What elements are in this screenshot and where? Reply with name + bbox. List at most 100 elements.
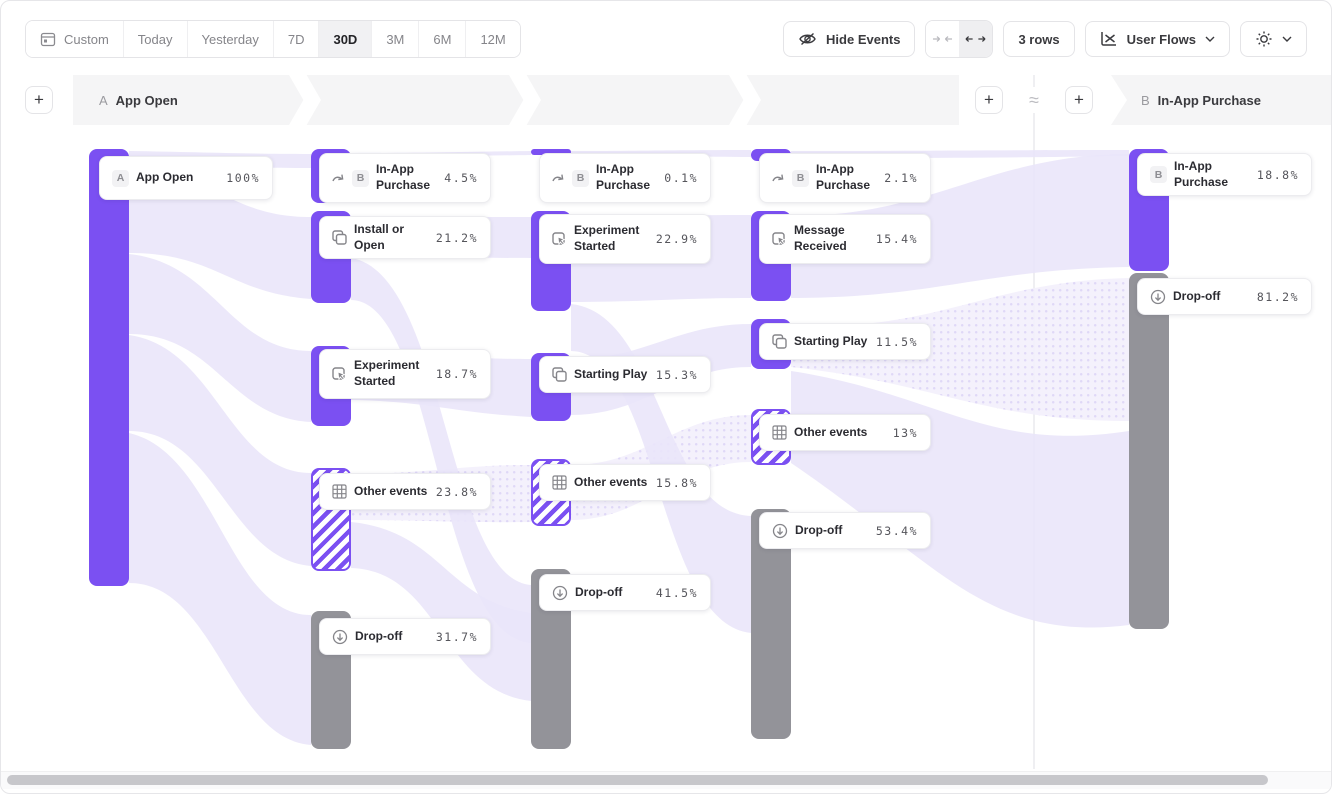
- node-label: In-App Purchase: [1174, 159, 1229, 189]
- drop-off-icon: [552, 585, 568, 601]
- start-event-label: A App Open: [99, 75, 178, 125]
- flow-node-in-app-purchase[interactable]: B In-App Purchase 4.5%: [319, 153, 491, 203]
- flow-node-app-open[interactable]: A App Open 100%: [99, 156, 273, 200]
- flow-bar-in-app-purchase[interactable]: [531, 149, 571, 155]
- eye-off-icon: [798, 31, 817, 47]
- hide-events-button[interactable]: Hide Events: [783, 21, 916, 57]
- flow-node-other-events[interactable]: Other events 13%: [759, 414, 931, 451]
- flow-bar-app-open[interactable]: [89, 149, 129, 586]
- chevron-down-icon: [1205, 36, 1215, 42]
- flow-node-experiment-started[interactable]: Experiment Started 22.9%: [539, 214, 711, 264]
- start-event-letter: A: [99, 92, 108, 108]
- expand-columns-button[interactable]: [959, 21, 993, 57]
- hide-events-label: Hide Events: [826, 31, 901, 47]
- add-step-end-left-button[interactable]: +: [975, 86, 1003, 114]
- flow-node-message-received[interactable]: Message Received 15.4%: [759, 214, 931, 264]
- end-event-name: In-App Purchase: [1157, 92, 1261, 108]
- node-label: In-App Purchase: [596, 162, 651, 192]
- flow-node-starting-play[interactable]: Starting Play 15.3%: [539, 356, 711, 393]
- event-badge-b: B: [572, 169, 589, 187]
- end-event-letter: B: [1141, 92, 1150, 108]
- node-value: 15.8%: [655, 475, 698, 490]
- cursor-box-icon: [552, 231, 567, 247]
- steps-band-right[interactable]: [1111, 75, 1331, 125]
- node-label: Starting Play: [574, 366, 648, 381]
- range-12m-button[interactable]: 12M: [465, 21, 520, 57]
- node-label: Starting Play: [794, 333, 868, 348]
- node-label: Drop-off: [795, 522, 843, 537]
- collapse-expand-toggle: [925, 20, 994, 58]
- cursor-box-icon: [772, 231, 787, 247]
- horizontal-scrollbar-thumb[interactable]: [7, 775, 1268, 785]
- end-event-label: B In-App Purchase: [1141, 75, 1261, 125]
- start-event-name: App Open: [115, 92, 178, 108]
- approx-symbol: ≈: [1022, 87, 1046, 113]
- node-label: Experiment Started: [574, 223, 640, 253]
- overlap-squares-icon: [772, 334, 787, 349]
- flow-node-other-events[interactable]: Other events 15.8%: [539, 464, 711, 501]
- steps-header: + A App Open + ≈ + B In-App Purchase: [1, 75, 1331, 125]
- calendar-icon: [40, 31, 56, 47]
- flow-node-drop-off[interactable]: Drop-off 53.4%: [759, 512, 931, 549]
- range-today-button[interactable]: Today: [122, 21, 187, 57]
- chart-type-dropdown[interactable]: User Flows: [1084, 21, 1230, 57]
- node-label: App Open: [136, 170, 194, 185]
- flow-node-experiment-started[interactable]: Experiment Started 18.7%: [319, 349, 491, 399]
- collapse-icon: [933, 36, 953, 42]
- range-yesterday-button[interactable]: Yesterday: [186, 21, 273, 57]
- flow-node-in-app-purchase[interactable]: B In-App Purchase 2.1%: [759, 153, 931, 203]
- expand-icon: [965, 36, 986, 42]
- collapse-columns-button[interactable]: [926, 21, 960, 57]
- node-label: In-App Purchase: [816, 162, 871, 192]
- toolbar-right: Hide Events 3 rows User Flows: [783, 20, 1307, 58]
- flow-node-drop-off[interactable]: Drop-off 31.7%: [319, 618, 491, 655]
- flow-node-starting-play[interactable]: Starting Play 11.5%: [759, 323, 931, 360]
- range-30d-button[interactable]: 30D: [318, 21, 372, 57]
- range-3m-button[interactable]: 3M: [371, 21, 419, 57]
- rows-button[interactable]: 3 rows: [1003, 21, 1075, 57]
- event-badge-b: B: [792, 169, 809, 187]
- node-label: Other events: [574, 474, 648, 489]
- range-custom-button[interactable]: Custom: [26, 21, 123, 57]
- event-badge-b: B: [352, 169, 369, 187]
- event-badge-b: B: [1150, 166, 1167, 184]
- drop-off-icon: [332, 629, 348, 645]
- flow-node-drop-off[interactable]: Drop-off 81.2%: [1137, 278, 1312, 315]
- grid-icon: [332, 484, 347, 499]
- add-step-start-button[interactable]: +: [25, 86, 53, 114]
- horizontal-scrollbar-track[interactable]: [1, 771, 1331, 789]
- flow-node-in-app-purchase[interactable]: B In-App Purchase 0.1%: [539, 153, 711, 203]
- node-value: 100%: [226, 171, 260, 185]
- node-label: Other events: [354, 483, 428, 498]
- node-value: 22.9%: [655, 232, 698, 246]
- skip-arrow-icon: [552, 173, 565, 184]
- flow-node-install-or-open[interactable]: Install or Open 21.2%: [319, 216, 491, 260]
- node-label: Drop-off: [575, 584, 623, 599]
- chevron-down-icon: [1282, 36, 1292, 42]
- grid-icon: [552, 475, 567, 490]
- settings-dropdown[interactable]: [1240, 21, 1307, 57]
- node-value: 21.2%: [435, 230, 478, 245]
- node-value: 41.5%: [655, 585, 698, 600]
- add-step-end-right-button[interactable]: +: [1065, 86, 1093, 114]
- toolbar: Custom Today Yesterday 7D 30D 3M 6M 12M …: [25, 20, 1307, 58]
- node-value: 4.5%: [444, 171, 478, 185]
- skip-arrow-icon: [772, 173, 785, 184]
- flow-node-in-app-purchase[interactable]: B In-App Purchase 18.8%: [1137, 153, 1312, 197]
- node-value: 11.5%: [875, 334, 918, 349]
- range-6m-button[interactable]: 6M: [418, 21, 466, 57]
- gear-icon: [1255, 30, 1273, 48]
- overlap-squares-icon: [552, 367, 567, 382]
- date-range-selector: Custom Today Yesterday 7D 30D 3M 6M 12M: [25, 20, 521, 58]
- range-7d-button[interactable]: 7D: [272, 21, 319, 57]
- skip-arrow-icon: [332, 173, 345, 184]
- node-value: 13%: [892, 425, 918, 440]
- node-label: Message Received: [794, 223, 847, 253]
- flow-node-drop-off[interactable]: Drop-off 41.5%: [539, 574, 711, 611]
- node-value: 18.8%: [1256, 167, 1299, 182]
- flow-bar-drop-off[interactable]: [1129, 273, 1169, 629]
- node-label: Install or Open: [354, 222, 405, 252]
- node-label: Other events: [794, 424, 868, 439]
- flow-node-other-events[interactable]: Other events 23.8%: [319, 473, 491, 510]
